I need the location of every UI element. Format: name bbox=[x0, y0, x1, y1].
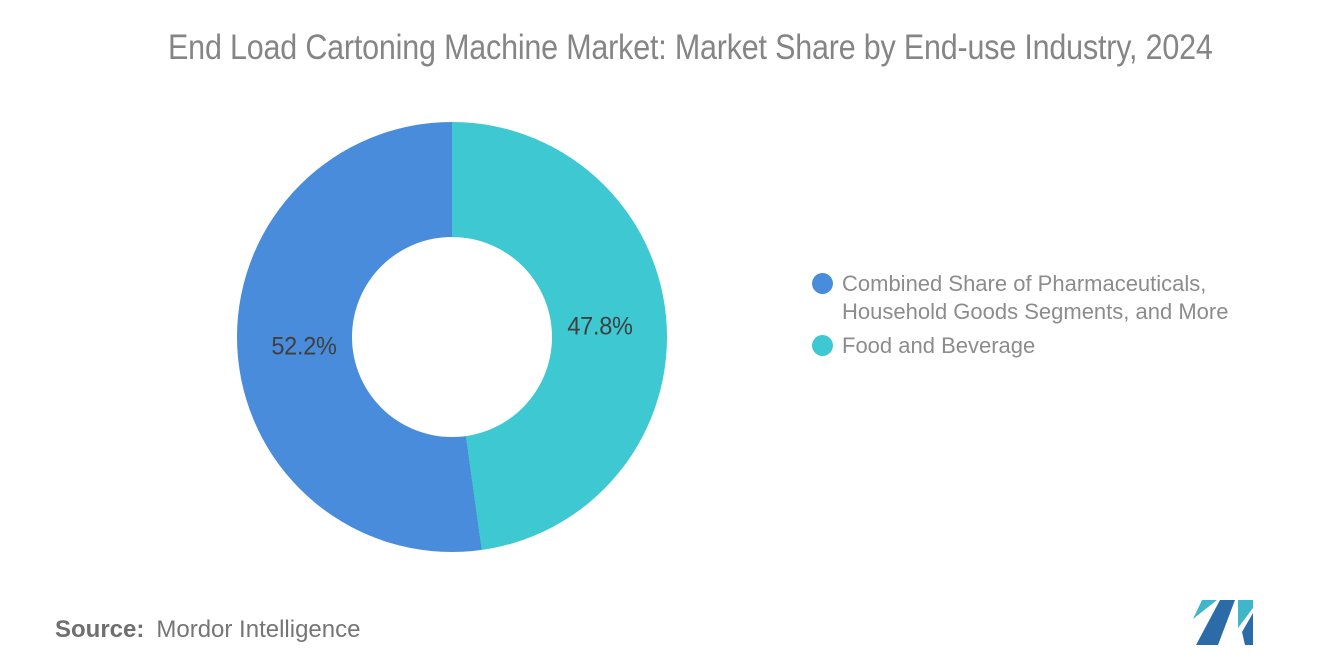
legend-label-line: Combined Share of Pharmaceuticals, bbox=[842, 271, 1207, 296]
slice-label: 52.2% bbox=[271, 332, 338, 361]
legend-label-line: Food and Beverage bbox=[842, 333, 1036, 358]
logo-blue-shape-right bbox=[1242, 613, 1253, 645]
chart-legend: Combined Share of Pharmaceuticals, House… bbox=[812, 270, 1228, 360]
chart-title: End Load Cartoning Machine Market: Marke… bbox=[0, 28, 1320, 68]
legend-label-line: Household Goods Segments, and More bbox=[842, 299, 1229, 324]
legend-label: Combined Share of Pharmaceuticals, House… bbox=[842, 270, 1228, 326]
logo-teal-shape-right bbox=[1238, 600, 1253, 628]
legend-swatch bbox=[812, 273, 833, 294]
chart-title-text: End Load Cartoning Machine Market: Marke… bbox=[167, 28, 1213, 67]
logo-teal-triangle-left bbox=[1193, 600, 1217, 619]
source-value: Mordor Intelligence bbox=[156, 616, 361, 643]
mordor-intelligence-logo bbox=[1193, 600, 1253, 645]
source-label: Source: bbox=[55, 616, 145, 643]
legend-label: Food and Beverage bbox=[842, 332, 1035, 360]
donut-hole bbox=[352, 237, 552, 437]
legend-item-food-beverage: Food and Beverage bbox=[812, 332, 1228, 360]
source-attribution: Source: Mordor Intelligence bbox=[55, 616, 360, 644]
donut-chart-area: 47.8% 52.2% bbox=[237, 122, 667, 552]
logo-blue-band-left bbox=[1196, 600, 1235, 645]
legend-item-pharma-household: Combined Share of Pharmaceuticals, House… bbox=[812, 270, 1228, 326]
legend-swatch bbox=[812, 335, 833, 356]
slice-label: 47.8% bbox=[567, 312, 633, 341]
